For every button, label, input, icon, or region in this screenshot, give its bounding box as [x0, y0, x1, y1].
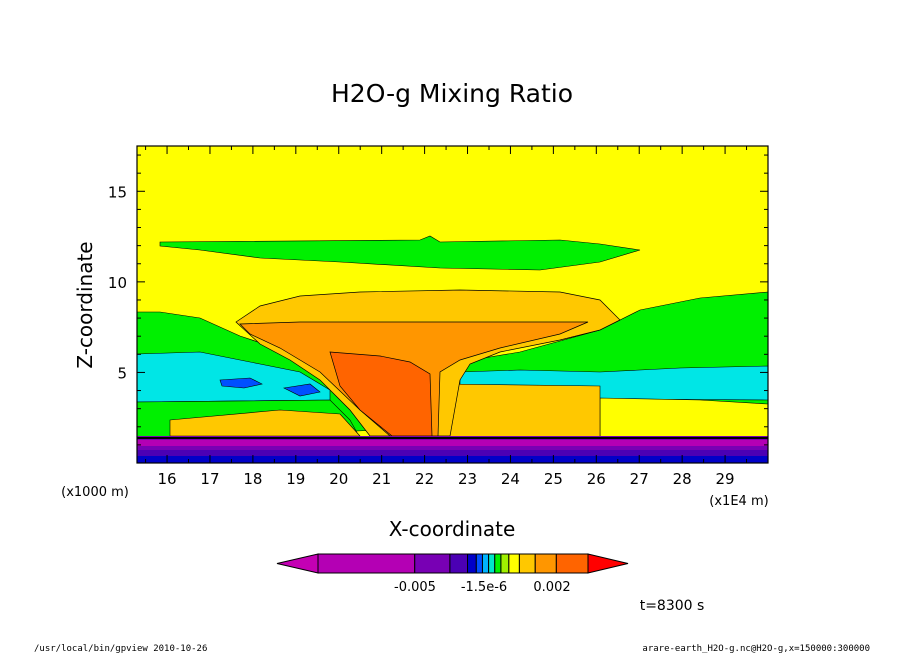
colorbar-label: -0.005: [394, 580, 436, 595]
colorbar-segment: [494, 553, 502, 574]
y-tick-label: 15: [108, 183, 127, 201]
x-tick-label: 21: [372, 470, 391, 488]
x-tick-label: 26: [587, 470, 606, 488]
colorbar-right-arrow: [587, 553, 629, 574]
colorbar-segment: [508, 553, 520, 574]
y-axis-label: Z-coordinate: [73, 241, 97, 368]
x-tick-label: 18: [243, 470, 262, 488]
y-axis: 5 10 15: [108, 154, 768, 446]
colorbar-segment: [518, 553, 536, 574]
colorbar-segment: [449, 553, 469, 574]
x-tick-label: 27: [630, 470, 649, 488]
colorbar-segment: [414, 553, 451, 574]
x-tick-label: 24: [501, 470, 520, 488]
colorbar-label: 0.002: [533, 580, 570, 595]
x-axis: 16 17 18 19 20 21 22 23 24 25 26 27 28 29: [145, 146, 748, 488]
colorbar-segment: [555, 553, 589, 574]
colorbar-segment: [475, 553, 483, 574]
x-tick-label: 23: [458, 470, 477, 488]
field-blue-base: [137, 456, 768, 463]
x-axis-label: X-coordinate: [389, 517, 516, 541]
y-tick-label: 10: [108, 274, 127, 292]
field-blue-blob-2: [283, 383, 321, 397]
time-label: t=8300 s: [640, 598, 705, 614]
field-violet-band: [137, 440, 768, 446]
colorbar-segment: [467, 553, 477, 574]
contour-field: [137, 146, 768, 463]
field-gold-left-lower: [169, 409, 361, 437]
x-tick-label: 17: [200, 470, 219, 488]
colorbar-segment: [500, 553, 510, 574]
x-tick-label: 16: [158, 470, 177, 488]
x-tick-label: 20: [329, 470, 348, 488]
colorbar-labels: -0.005 -1.5e-6 0.002: [394, 580, 571, 595]
colorbar: [276, 553, 629, 574]
footer-left: /usr/local/bin/gpview 2010-10-26: [34, 644, 207, 654]
x-tick-label: 25: [544, 470, 563, 488]
chart-title: H2O-g Mixing Ratio: [331, 79, 573, 108]
colorbar-segment: [317, 553, 416, 574]
field-indigo-band: [137, 450, 768, 458]
plot-frame: [136, 145, 769, 464]
field-blue-blob-1: [219, 377, 263, 389]
field-green-upper: [159, 235, 641, 271]
footer-right: arare-earth_H2O-g.nc@H2O-g,x=150000:3000…: [642, 644, 870, 654]
y-tick-label: 5: [117, 364, 127, 382]
colorbar-left-arrow: [276, 553, 319, 574]
x-tick-label: 22: [415, 470, 434, 488]
y-unit-label: (x1000 m): [61, 485, 129, 500]
field-gold-lower: [439, 383, 601, 439]
x-tick-label: 29: [716, 470, 735, 488]
x-tick-label: 19: [286, 470, 305, 488]
x-unit-label: (x1E4 m): [709, 494, 768, 509]
field-yellow-right-low: [599, 397, 768, 439]
colorbar-segment: [488, 553, 496, 574]
colorbar-segment: [481, 553, 490, 574]
x-tick-label: 28: [673, 470, 692, 488]
colorbar-segment: [534, 553, 557, 574]
colorbar-label: -1.5e-6: [461, 580, 507, 595]
